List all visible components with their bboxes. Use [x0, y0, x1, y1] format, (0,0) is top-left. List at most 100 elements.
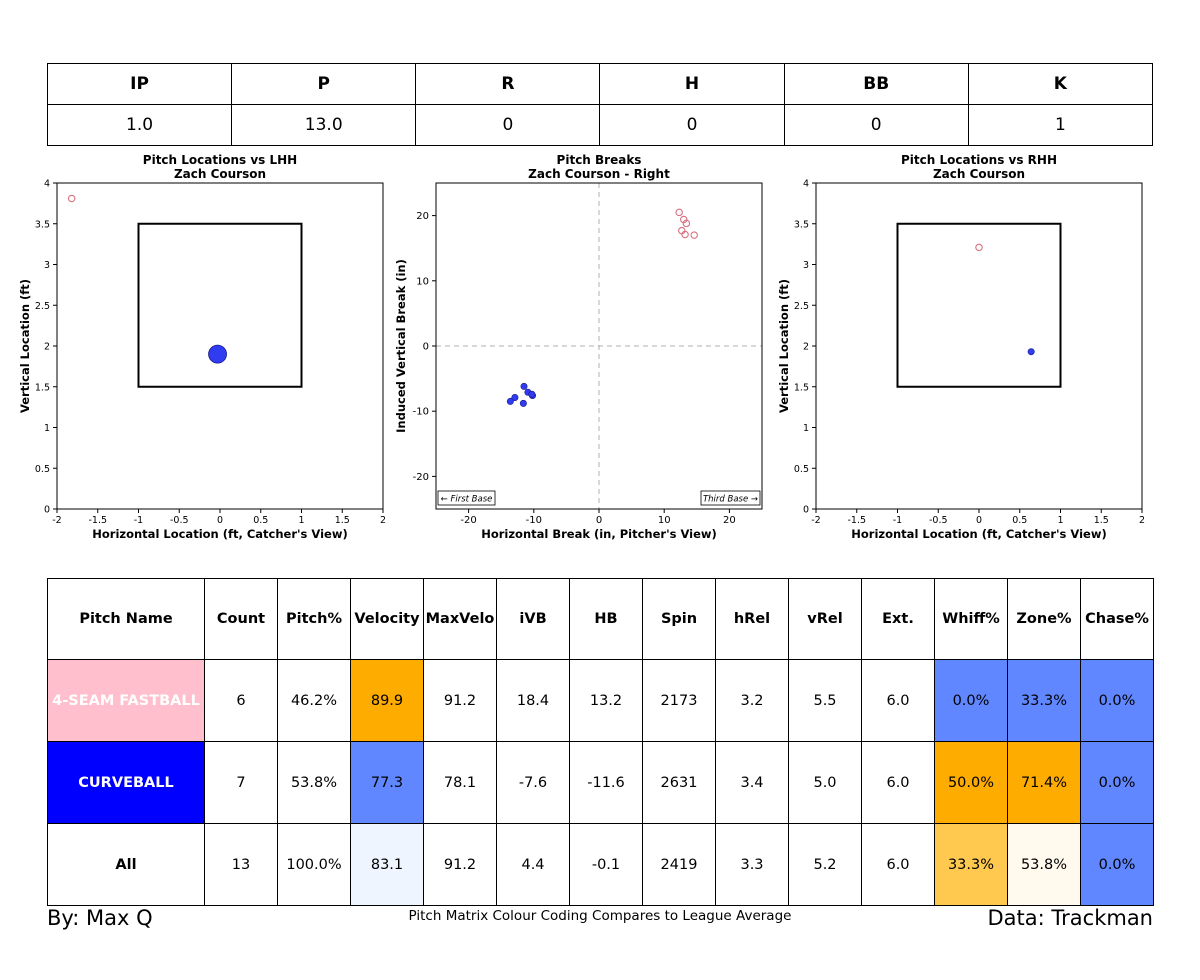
matrix-header-whiff: Whiff%	[934, 578, 1008, 660]
y-tick-label: 0	[803, 505, 809, 516]
strike-zone	[896, 222, 1062, 388]
x-tick-label: 1.5	[1094, 515, 1109, 526]
matrix-cell: 78.1	[423, 741, 497, 824]
summary-value-ip: 1.0	[46, 104, 233, 146]
x-tick-label: -1.5	[88, 515, 107, 526]
matrix-cell: 5.5	[788, 659, 862, 742]
y-tick-label: 20	[416, 211, 429, 222]
summary-value-r: 0	[415, 104, 601, 146]
breaks-y-axis-label: Induced Vertical Break (in)	[394, 259, 408, 433]
matrix-cell: 13	[204, 823, 278, 906]
y-tick-label: 3	[44, 260, 50, 271]
matrix-cell: 3.2	[715, 659, 789, 742]
y-tick-label: 1	[44, 423, 50, 434]
x-tick-label: 1	[1057, 515, 1063, 526]
x-tick-label: -2	[52, 515, 61, 526]
x-tick-label: 0.5	[1012, 515, 1027, 526]
author-credit: By: Max Q	[47, 906, 153, 930]
lhh-chart-subtitle: Zach Courson	[174, 167, 266, 181]
matrix-header-ext: Ext.	[861, 578, 935, 660]
data-source: Data: Trackman	[987, 906, 1153, 930]
pitch-name-cell: 4-SEAM FASTBALL	[47, 659, 205, 742]
matrix-cell: 33.3%	[934, 823, 1008, 906]
pitch-name-cell: CURVEBALL	[47, 741, 205, 824]
first-base-annotation: ← First Base	[437, 490, 496, 506]
curveball-point	[511, 394, 519, 402]
matrix-cell: 6.0	[861, 823, 935, 906]
matrix-cell: 3.4	[715, 741, 789, 824]
fastball-point	[975, 243, 983, 252]
matrix-cell: 18.4	[496, 659, 570, 742]
matrix-cell: 13.2	[569, 659, 643, 742]
y-tick-label: 2	[44, 342, 50, 353]
breaks-chart-title: Pitch Breaks	[557, 153, 642, 167]
fastball-point	[681, 230, 689, 239]
matrix-header-hb: HB	[569, 578, 643, 660]
y-tick-label: 2.5	[35, 301, 50, 312]
matrix-cell: 53.8%	[1007, 823, 1081, 906]
matrix-cell: 0.0%	[934, 659, 1008, 742]
matrix-cell: 3.3	[715, 823, 789, 906]
y-tick-label: -10	[413, 407, 429, 418]
rhh-chart-title: Pitch Locations vs RHH	[901, 153, 1057, 167]
matrix-header-chase: Chase%	[1080, 578, 1154, 660]
fastball-point	[690, 231, 698, 239]
curveball-point	[1027, 348, 1035, 356]
summary-header-k: K	[967, 63, 1154, 105]
x-tick-label: 0	[976, 515, 982, 526]
lhh-x-axis-label: Horizontal Location (ft, Catcher's View)	[92, 527, 347, 541]
matrix-cell: -11.6	[569, 741, 643, 824]
matrix-cell: 5.0	[788, 741, 862, 824]
rhh-location-chart: Pitch Locations vs RHH Zach Courson -2 -1.5…	[760, 150, 1200, 541]
y-tick-label: 0.5	[35, 464, 50, 475]
pitch-matrix-table: Pitch Name Count Pitch% Velocity MaxVelo iVB H…	[47, 578, 1154, 906]
y-tick-label: 4	[44, 179, 50, 190]
color-coding-note: Pitch Matrix Colour Coding Compares to L…	[408, 908, 792, 924]
y-tick-label: 1	[803, 423, 809, 434]
summary-table: IP P R H BB K 1.0 13.0 0 0 0 1	[46, 63, 1154, 146]
svg-text:← First Base: ← First Base	[441, 495, 493, 505]
matrix-body: 4-SEAM FASTBALL 6 46.2% 89.9 91.2 18.4 13.2 217…	[47, 659, 1154, 906]
y-tick-label: 2	[803, 342, 809, 353]
matrix-cell: 50.0%	[934, 741, 1008, 824]
matrix-cell: 6.0	[861, 741, 935, 824]
matrix-header-pitch: Pitch%	[277, 578, 351, 660]
x-tick-label: 2	[380, 515, 386, 526]
summary-header-r: R	[415, 63, 601, 105]
lhh-y-axis-label: Vertical Location (ft)	[18, 279, 32, 413]
summary-value-h: 0	[599, 104, 785, 146]
matrix-cell: 46.2%	[277, 659, 351, 742]
matrix-cell: 100.0%	[277, 823, 351, 906]
matrix-header-row: Pitch Name Count Pitch% Velocity MaxVelo iVB H…	[47, 578, 1154, 660]
x-tick-label: 0	[596, 515, 602, 526]
x-tick-label: -1	[134, 515, 143, 526]
y-tick-label: 4	[803, 179, 809, 190]
x-tick-label: 10	[658, 515, 671, 526]
curveball-point	[506, 397, 514, 405]
matrix-cell: 0.0%	[1080, 823, 1154, 906]
x-tick-label: -10	[526, 515, 542, 526]
matrix-header-spin: Spin	[642, 578, 716, 660]
matrix-cell: 0.0%	[1080, 741, 1154, 824]
fastball-point	[675, 208, 683, 217]
x-tick-label: 20	[723, 515, 736, 526]
matrix-cell: 6.0	[861, 659, 935, 742]
pitch-name-cell: All	[47, 823, 205, 906]
y-tick-label: 3.5	[35, 219, 50, 230]
curveball-point	[208, 344, 227, 364]
x-tick-label: 1	[298, 515, 304, 526]
lhh-location-chart: Pitch Locations vs LHH Zach Courson -2 -1.5…	[0, 150, 440, 541]
summary-header-ip: IP	[46, 63, 233, 105]
rhh-chart-subtitle: Zach Courson	[933, 167, 1025, 181]
rhh-y-axis-label: Vertical Location (ft)	[777, 279, 791, 413]
x-tick-label: 1.5	[335, 515, 350, 526]
y-tick-label: -20	[413, 472, 429, 483]
matrix-cell: 53.8%	[277, 741, 351, 824]
matrix-cell: 33.3%	[1007, 659, 1081, 742]
summary-header-h: H	[599, 63, 785, 105]
curveball-point	[528, 390, 536, 398]
matrix-cell: 71.4%	[1007, 741, 1081, 824]
matrix-cell: 83.1	[350, 823, 424, 906]
